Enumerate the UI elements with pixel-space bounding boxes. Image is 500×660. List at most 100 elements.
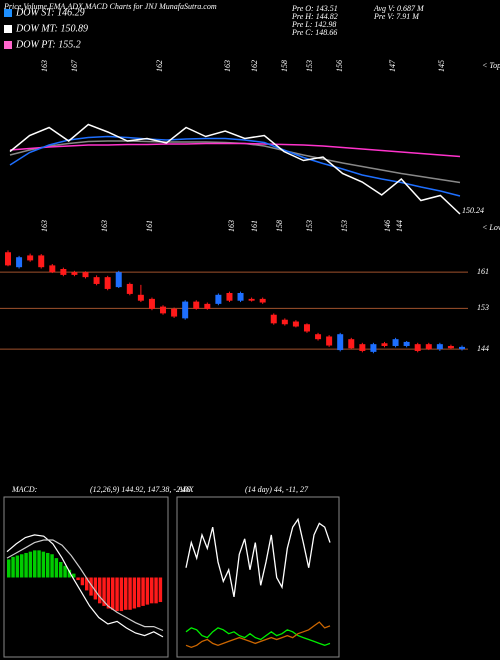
candle-body: [38, 255, 45, 268]
candle-body: [93, 277, 100, 284]
candle-body: [171, 308, 178, 317]
macd-bar: [20, 554, 24, 578]
legend-swatch: [4, 25, 12, 33]
series-line: [185, 627, 331, 646]
candle-body: [182, 301, 189, 319]
candle-body: [226, 293, 233, 301]
macd-bar: [115, 577, 119, 612]
candle-body: [82, 272, 89, 278]
macd-bar: [128, 577, 132, 610]
macd-bar: [59, 562, 63, 578]
candle-body: [215, 294, 222, 304]
macd-bar: [98, 577, 102, 604]
last-price: 150.24: [462, 206, 484, 215]
candle-body: [237, 293, 244, 301]
quote-text: Pre C: 148.66: [291, 28, 337, 37]
candle-body: [60, 269, 67, 275]
candle-body: [193, 301, 200, 309]
top-label: 158: [280, 60, 289, 72]
candle-body: [71, 272, 78, 275]
candle-body: [447, 345, 454, 349]
level-label: 161: [477, 267, 489, 276]
candle-body: [160, 306, 167, 314]
macd-bar: [145, 577, 150, 605]
candle-body: [292, 321, 299, 327]
macd-title: MACD:: [11, 485, 38, 494]
top-label: 167: [70, 59, 79, 72]
macd-bar: [63, 565, 67, 578]
series-line: [185, 621, 331, 648]
candle-body: [27, 255, 34, 261]
candle-body: [326, 336, 333, 346]
macd-bar: [119, 577, 124, 612]
bottom-label: 144: [395, 220, 404, 232]
level-label: 153: [477, 303, 489, 312]
top-label: 153: [305, 60, 314, 72]
legend-label: DOW MT: 150.89: [15, 23, 88, 34]
macd-bar: [141, 577, 145, 606]
macd-bar: [137, 577, 141, 608]
bottom-label: 153: [340, 220, 349, 232]
macd-bar: [24, 552, 28, 578]
macd-bar: [28, 551, 33, 578]
series-line: [9, 135, 461, 197]
macd-bar: [111, 577, 115, 610]
candle-body: [104, 277, 111, 289]
macd-bar: [67, 569, 72, 578]
quote-text: Pre H: 144.82: [291, 12, 338, 21]
macd-bar: [132, 577, 137, 609]
volume-text: Avg V: 0.687 M: [373, 4, 425, 13]
legend-swatch: [4, 41, 12, 49]
candle-body: [115, 272, 122, 288]
candle-body: [248, 298, 255, 301]
top-label: 147: [388, 59, 397, 72]
top-label: 156: [335, 60, 344, 72]
macd-bar: [106, 577, 111, 609]
macd-bar: [102, 577, 106, 606]
candle-body: [370, 344, 377, 352]
macd-bar: [124, 577, 128, 610]
macd-bar: [41, 551, 46, 578]
legend-swatch: [4, 9, 12, 17]
candle-body: [403, 341, 410, 346]
candle-body: [459, 346, 465, 350]
top-label: 162: [250, 60, 259, 72]
series-line: [9, 123, 461, 215]
candle-body: [126, 283, 133, 294]
candle-body: [359, 344, 366, 351]
macd-bar: [72, 573, 76, 578]
candle-body: [137, 294, 144, 301]
macd-bar: [11, 556, 15, 578]
bottom-label: 153: [305, 220, 314, 232]
bottom-label: 158: [275, 220, 284, 232]
candle-body: [16, 257, 23, 268]
candle-body: [392, 339, 399, 346]
series-line: [6, 539, 164, 632]
bottom-label: 146: [383, 220, 392, 232]
candle-body: [414, 344, 421, 351]
candle-body: [281, 319, 288, 325]
candle-body: [259, 298, 266, 303]
bottom-label: 163: [40, 220, 49, 232]
macd-bar: [15, 555, 20, 578]
series-line: [185, 517, 331, 598]
candle-body: [436, 344, 443, 350]
candle-body: [5, 252, 11, 266]
candle-body: [303, 324, 310, 332]
macd-bar: [37, 550, 41, 578]
macd-bar: [33, 550, 37, 578]
macd-bar: [50, 554, 54, 578]
adx-frame: [176, 496, 340, 658]
macd-bar: [85, 577, 89, 591]
macd-bar: [158, 577, 163, 603]
candle-body: [348, 339, 355, 349]
candle-body: [270, 314, 277, 324]
top-label: 163: [223, 60, 232, 72]
bottom-label: 163: [100, 220, 109, 232]
quote-text: Pre L: 142.98: [291, 20, 336, 29]
bottom-label: 161: [250, 220, 259, 232]
legend-label: DOW ST: 146.29: [15, 7, 85, 18]
candle-body: [49, 265, 56, 273]
macd-bar: [150, 577, 154, 604]
